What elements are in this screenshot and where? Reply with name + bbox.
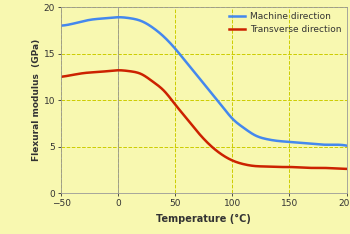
Transverse direction	[214, 149, 218, 152]
Machine direction	[230, 116, 234, 119]
Line: Transverse direction: Transverse direction	[61, 70, 346, 169]
Transverse direction	[294, 166, 298, 169]
Transverse direction	[116, 69, 120, 72]
Machine direction	[294, 141, 298, 144]
Line: Machine direction: Machine direction	[61, 17, 346, 146]
Machine direction	[214, 97, 218, 100]
Machine direction	[195, 74, 199, 77]
Machine direction	[344, 144, 349, 147]
Y-axis label: Flexural modulus  (GPa): Flexural modulus (GPa)	[32, 39, 41, 161]
Transverse direction	[195, 130, 199, 133]
Transverse direction	[59, 75, 63, 78]
Transverse direction	[338, 167, 342, 170]
Machine direction	[197, 77, 201, 79]
Transverse direction	[197, 132, 201, 135]
Machine direction	[117, 16, 121, 19]
Transverse direction	[230, 159, 234, 161]
X-axis label: Temperature (°C): Temperature (°C)	[156, 214, 251, 224]
Transverse direction	[344, 168, 349, 170]
Legend: Machine direction, Transverse direction: Machine direction, Transverse direction	[225, 9, 345, 38]
Machine direction	[338, 143, 342, 146]
Machine direction	[59, 24, 63, 27]
